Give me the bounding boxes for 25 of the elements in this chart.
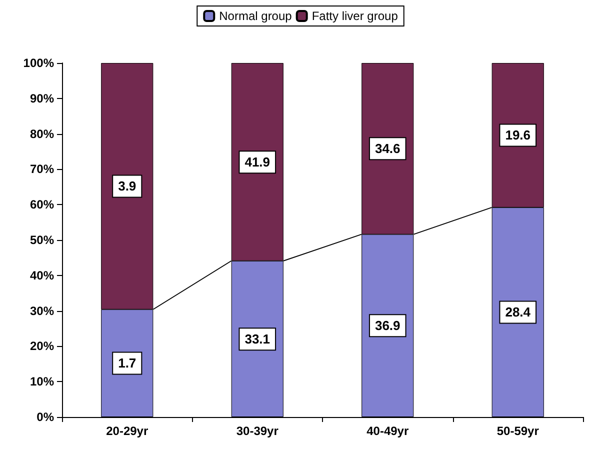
annotation: 1.7 bbox=[118, 356, 136, 371]
legend-label: Normal group bbox=[219, 9, 292, 23]
x-tick-label: 40-49yr bbox=[366, 424, 409, 438]
y-tick-label: 70% bbox=[30, 162, 54, 176]
annotation: 41.9 bbox=[244, 154, 270, 170]
y-tick-label: 20% bbox=[30, 339, 54, 354]
y-tick-label: 80% bbox=[30, 126, 54, 141]
legend-label: Fatty liver group bbox=[312, 9, 398, 23]
annotation: 3.9 bbox=[118, 178, 136, 194]
y-tick-label: 50% bbox=[30, 233, 54, 247]
y-tick-label: 100% bbox=[23, 56, 54, 70]
y-tick-label: 0% bbox=[36, 410, 54, 424]
x-tick-label: 30-39yr bbox=[236, 424, 279, 438]
y-tick-label: 90% bbox=[30, 91, 54, 106]
annotation: 36.9 bbox=[374, 318, 400, 334]
y-tick-label: 60% bbox=[30, 198, 54, 212]
y-tick-label: 40% bbox=[30, 268, 54, 282]
y-tick-label: 10% bbox=[30, 374, 54, 389]
x-tick-label: 50-59yr bbox=[496, 424, 540, 438]
y-tick-label: 30% bbox=[30, 304, 54, 318]
annotation: 19.6 bbox=[505, 128, 531, 143]
annotation: 28.4 bbox=[505, 304, 532, 320]
annotation: 34.6 bbox=[374, 141, 400, 156]
annotation: 33.1 bbox=[244, 332, 270, 347]
x-tick-label: 20-29yr bbox=[106, 424, 148, 438]
